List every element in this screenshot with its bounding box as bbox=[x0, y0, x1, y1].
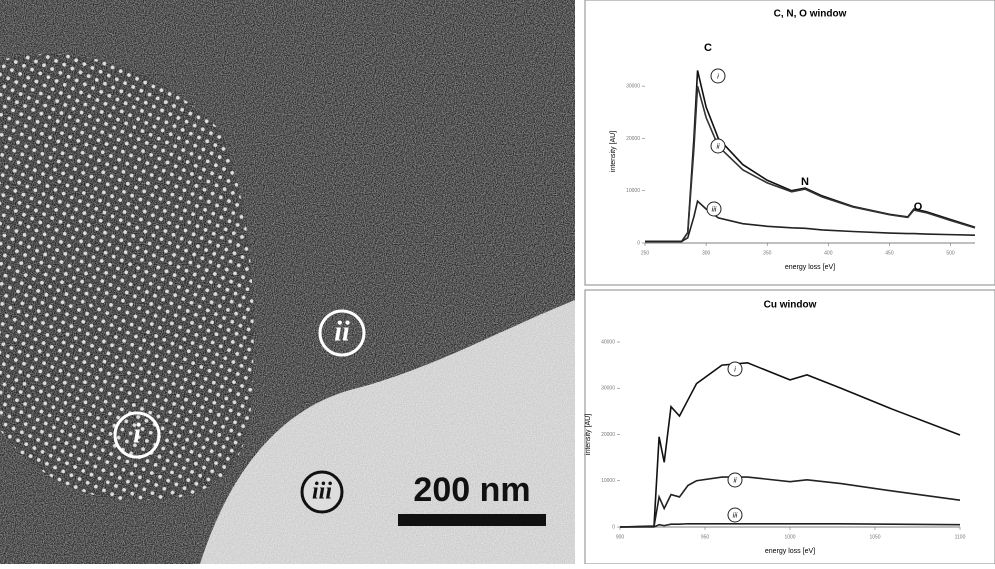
region-label: ii bbox=[334, 316, 350, 347]
panel bbox=[585, 290, 995, 564]
x-tick-label: 400 bbox=[824, 250, 833, 256]
x-tick-label: 450 bbox=[885, 250, 894, 256]
y-tick-label: 20000 bbox=[601, 432, 615, 438]
scale-bar bbox=[398, 514, 546, 526]
y-tick-label: 0 bbox=[612, 524, 615, 530]
panel bbox=[585, 0, 995, 285]
figure: i ii iii 200 nm C, N, O window energy los… bbox=[0, 0, 995, 564]
edge-annotation: N bbox=[801, 176, 809, 188]
x-tick-label: 1000 bbox=[784, 534, 795, 540]
y-tick-label: 30000 bbox=[626, 83, 640, 89]
tem-image: i ii iii 200 nm bbox=[0, 0, 575, 564]
chart-title: C, N, O window bbox=[774, 9, 847, 20]
region-label: i bbox=[133, 418, 141, 449]
x-tick-label: 500 bbox=[946, 250, 955, 256]
edge-annotation: C bbox=[704, 42, 712, 54]
series-label: iii bbox=[712, 206, 717, 213]
chart-title: Cu window bbox=[764, 300, 817, 311]
x-tick-label: 1050 bbox=[869, 534, 880, 540]
y-tick-label: 40000 bbox=[601, 339, 615, 345]
y-axis-label: intensity [AU] bbox=[610, 131, 617, 172]
series-label: iii bbox=[733, 512, 738, 519]
x-tick-label: 950 bbox=[701, 534, 710, 540]
y-tick-label: 20000 bbox=[626, 136, 640, 142]
y-tick-label: 10000 bbox=[626, 188, 640, 194]
x-tick-label: 1100 bbox=[955, 534, 966, 540]
x-axis-label: energy loss [eV] bbox=[765, 548, 815, 555]
x-tick-label: 350 bbox=[763, 250, 772, 256]
edge-annotation: O bbox=[914, 201, 923, 213]
y-tick-label: 0 bbox=[637, 240, 640, 246]
series-label: ii bbox=[716, 143, 720, 150]
y-tick-label: 10000 bbox=[601, 478, 615, 484]
region-label: iii bbox=[312, 479, 332, 505]
scale-bar-label: 200 nm bbox=[413, 471, 530, 509]
x-tick-label: 900 bbox=[616, 534, 625, 540]
y-axis-label: intensity [AU] bbox=[585, 414, 592, 455]
x-tick-label: 250 bbox=[641, 250, 650, 256]
x-tick-label: 300 bbox=[702, 250, 711, 256]
x-axis-label: energy loss [eV] bbox=[785, 264, 835, 271]
y-tick-label: 30000 bbox=[601, 386, 615, 392]
series-label: ii bbox=[733, 477, 737, 484]
